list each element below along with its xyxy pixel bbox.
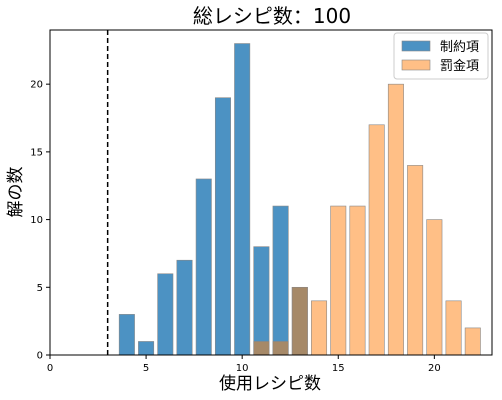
x-axis: 0 5 10 15 20: [47, 355, 441, 374]
plot-frame: [49, 29, 493, 356]
x-tick-label: 15: [332, 363, 345, 374]
bars-layer: [118, 43, 481, 356]
bar: [291, 286, 308, 356]
bar: [426, 219, 443, 356]
bar: [253, 246, 270, 356]
y-tick-label: 5: [37, 283, 43, 294]
bar: [330, 205, 347, 356]
legend-label: 罰金項: [440, 58, 479, 74]
bar: [118, 314, 135, 356]
bar: [176, 259, 193, 356]
series-2-bars: [253, 83, 481, 356]
bar: [387, 83, 404, 356]
x-tick-label: 20: [428, 363, 441, 374]
x-tick-label: 5: [143, 363, 149, 374]
bar: [407, 165, 424, 356]
bar: [445, 300, 462, 356]
y-tick-label: 0: [37, 351, 43, 362]
bar: [464, 327, 481, 356]
legend-swatch: [401, 40, 431, 52]
y-tick-label: 20: [30, 80, 43, 91]
bar: [157, 273, 174, 356]
y-tick-label: 15: [30, 147, 43, 158]
legend-label: 制約項: [440, 40, 479, 55]
y-tick-label: 10: [30, 215, 43, 226]
x-axis-label: 使用レシピ数: [219, 373, 321, 394]
series-1-bars: [118, 43, 308, 356]
bar: [138, 341, 155, 356]
x-tick-label: 10: [236, 363, 249, 374]
bar: [195, 178, 212, 356]
y-axis-label: 解の数: [6, 167, 26, 218]
legend-swatch: [401, 59, 431, 71]
bar: [253, 341, 270, 356]
bar: [368, 124, 385, 356]
bar: [349, 205, 366, 356]
bar: [272, 341, 289, 356]
bar: [214, 97, 231, 356]
bar: [272, 205, 289, 356]
bar: [234, 43, 251, 356]
x-tick-label: 0: [47, 363, 53, 374]
chart-title: 総レシピ数：100: [193, 4, 351, 28]
bar: [311, 300, 328, 356]
y-axis: 0 5 10 15 20: [30, 80, 50, 362]
